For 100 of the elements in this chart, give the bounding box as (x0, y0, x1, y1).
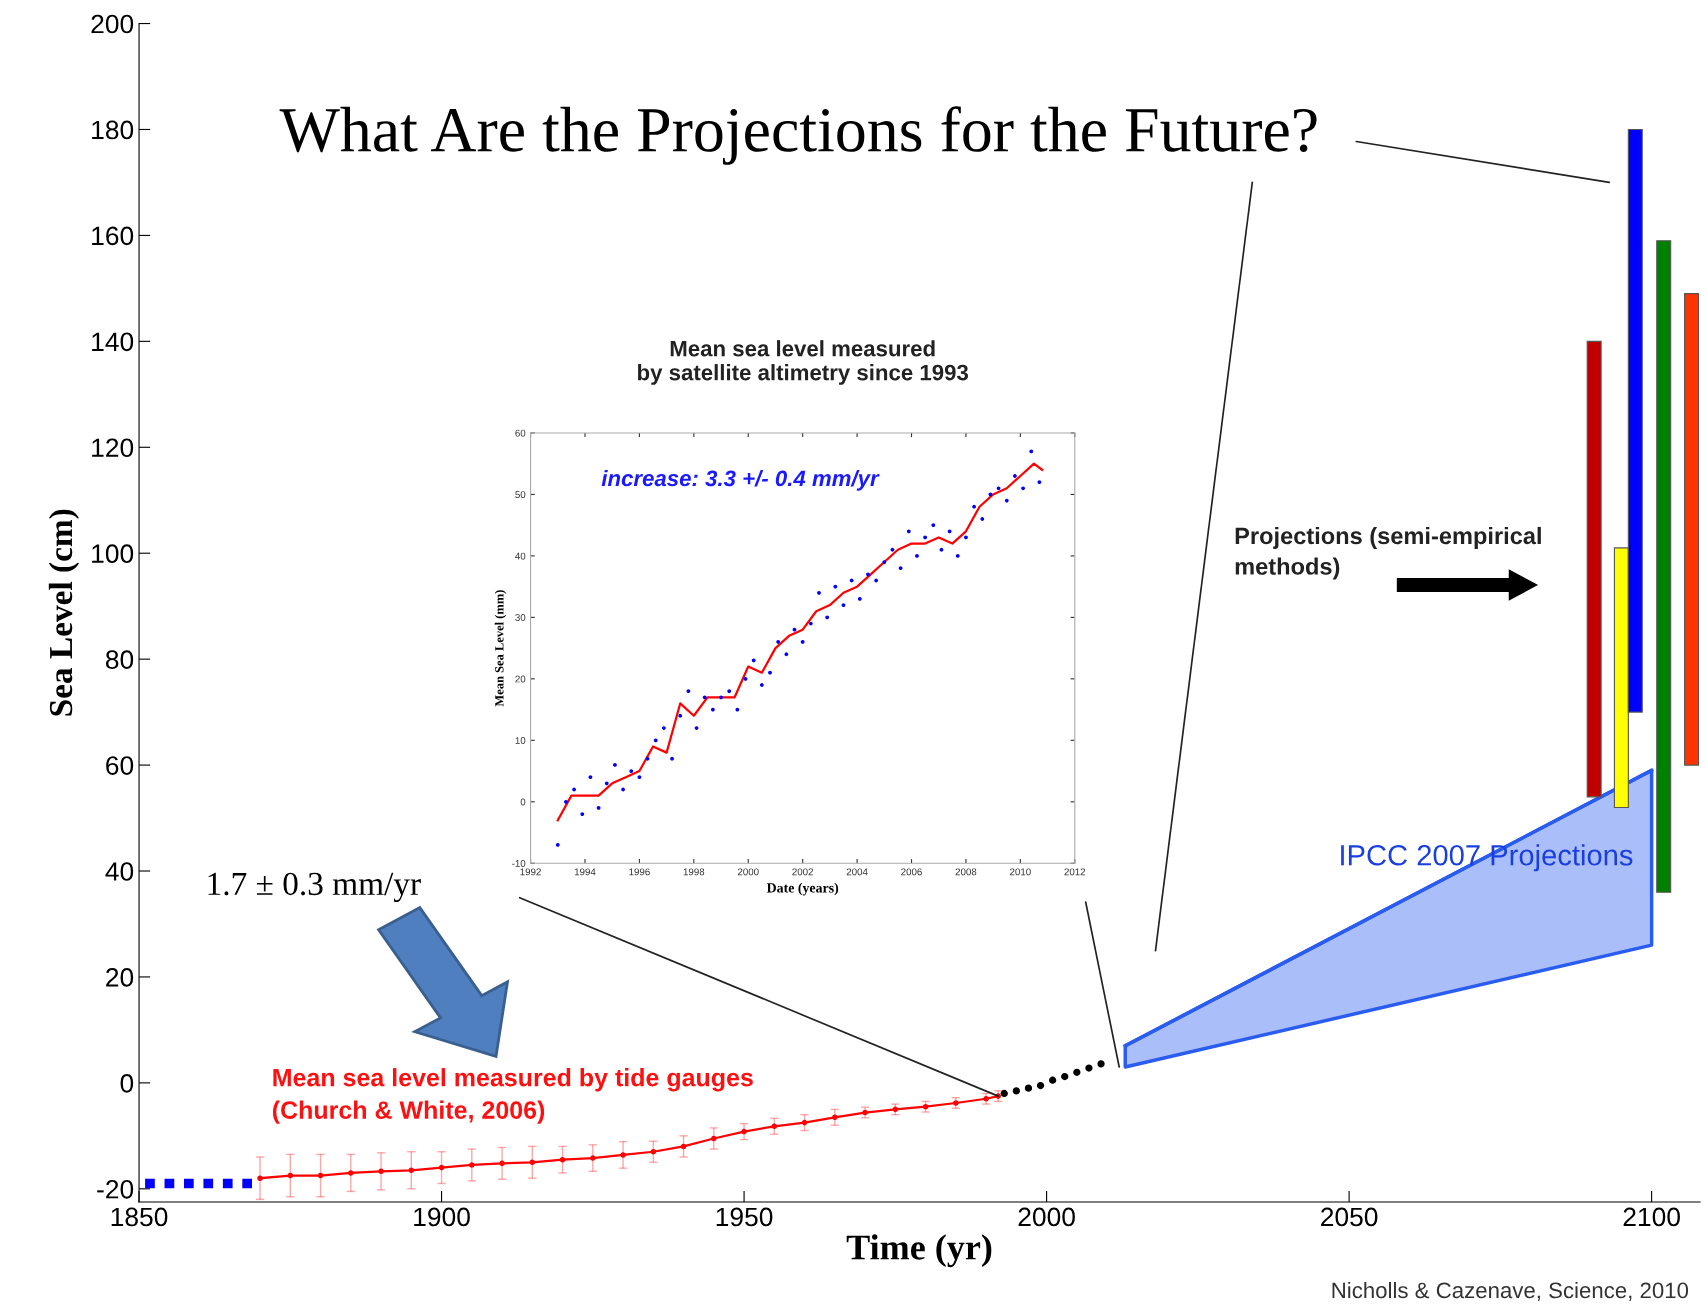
x-tick-label: 1900 (414, 1207, 470, 1227)
point (972, 504, 976, 509)
point (1004, 498, 1009, 503)
point (727, 689, 732, 694)
x-tick-label: 2000 (1018, 1207, 1075, 1227)
point (710, 707, 715, 712)
x-tick-label: 1998 (683, 868, 705, 876)
point (801, 1119, 808, 1126)
point (1097, 1060, 1105, 1068)
y-tick-label: -10 (512, 860, 526, 867)
y-tick-label: 160 (92, 226, 134, 246)
x-axis-title: Time (yr) (846, 1234, 992, 1268)
annotation: Mean sea level measured by tide gauges (Church & White, 2006) (272, 1068, 753, 1124)
y-tick-label: 0 (120, 1074, 134, 1093)
point (257, 1175, 263, 1181)
point (874, 578, 879, 583)
point (771, 1123, 778, 1130)
point (621, 787, 625, 792)
point (1036, 1081, 1045, 1090)
point (287, 1172, 294, 1179)
point (817, 590, 821, 595)
point (596, 806, 601, 810)
point (784, 652, 789, 657)
point (849, 578, 854, 583)
point (939, 547, 944, 552)
point (1013, 474, 1017, 478)
y-tick-label: 60 (515, 429, 526, 437)
point (564, 799, 568, 804)
y-tick-label: 50 (515, 491, 526, 499)
point (650, 1148, 657, 1155)
point (469, 1162, 475, 1168)
point (711, 1135, 717, 1142)
point (613, 763, 617, 767)
annotation: increase: 3.3 +/- 0.4 mm/yr (601, 469, 880, 491)
line-series (556, 462, 1044, 822)
point (759, 683, 764, 687)
y-tick-label: -20 (97, 1179, 134, 1199)
point (890, 547, 895, 552)
x-tick-label: 2006 (901, 868, 922, 876)
y-tick-label: 0 (520, 798, 526, 806)
y-tick-label: 140 (92, 332, 134, 352)
x-tick-label: 1950 (716, 1207, 773, 1227)
point (317, 1172, 324, 1179)
point (629, 769, 634, 773)
x-tick-label: 2002 (792, 868, 813, 876)
point (378, 1168, 384, 1175)
x-tick-label: 2000 (737, 868, 759, 876)
point (555, 842, 560, 847)
y-tick-label: 80 (105, 650, 134, 669)
point (1012, 1087, 1020, 1095)
x-axis-title: Date (years) (766, 882, 839, 896)
y-tick-label: 120 (92, 438, 134, 458)
point (645, 756, 650, 761)
point (686, 689, 691, 694)
y-tick-label: 20 (515, 675, 526, 683)
point (620, 1152, 626, 1158)
y-tick-label: 60 (106, 756, 134, 775)
point (882, 560, 887, 564)
point (833, 584, 838, 589)
point (662, 726, 666, 730)
point (678, 713, 683, 718)
point (996, 486, 1001, 491)
point (499, 1160, 505, 1167)
point (751, 658, 756, 663)
x-tick-label: 1850 (111, 1207, 168, 1227)
x-tick-label: 2012 (1064, 868, 1086, 876)
point (866, 572, 870, 577)
point (694, 726, 699, 730)
point (1049, 1076, 1057, 1084)
point (559, 1156, 566, 1163)
point (702, 695, 707, 700)
point (741, 1128, 747, 1135)
point (529, 1159, 536, 1166)
point (604, 781, 609, 786)
x-tick-label: 2004 (846, 868, 868, 876)
point (923, 535, 928, 540)
point (906, 529, 911, 534)
point (841, 603, 846, 607)
y-tick-label: 100 (92, 544, 134, 564)
y-tick-label: 40 (515, 552, 526, 560)
point (1061, 1072, 1069, 1081)
point (857, 597, 862, 601)
point (590, 1155, 596, 1161)
point (408, 1167, 415, 1174)
chart-title: Mean sea level measured by satellite altimetry since 1993 (638, 340, 969, 385)
y-tick-label: 40 (105, 862, 134, 881)
point (348, 1170, 354, 1176)
point (955, 554, 960, 558)
y-tick-label: 200 (91, 14, 134, 34)
point (792, 627, 797, 632)
annotation: 1.7 ± 0.3 mm/yr (208, 872, 421, 903)
y-tick-label: 10 (515, 737, 526, 744)
y-axis-title: Mean Sea Level (mm) (494, 590, 507, 707)
point (898, 566, 903, 571)
point (1037, 480, 1042, 485)
point (1000, 1089, 1008, 1098)
point (1073, 1068, 1081, 1076)
point (637, 775, 642, 780)
x-tick-label: 2010 (1010, 868, 1031, 876)
y-tick-label: 180 (92, 120, 134, 140)
